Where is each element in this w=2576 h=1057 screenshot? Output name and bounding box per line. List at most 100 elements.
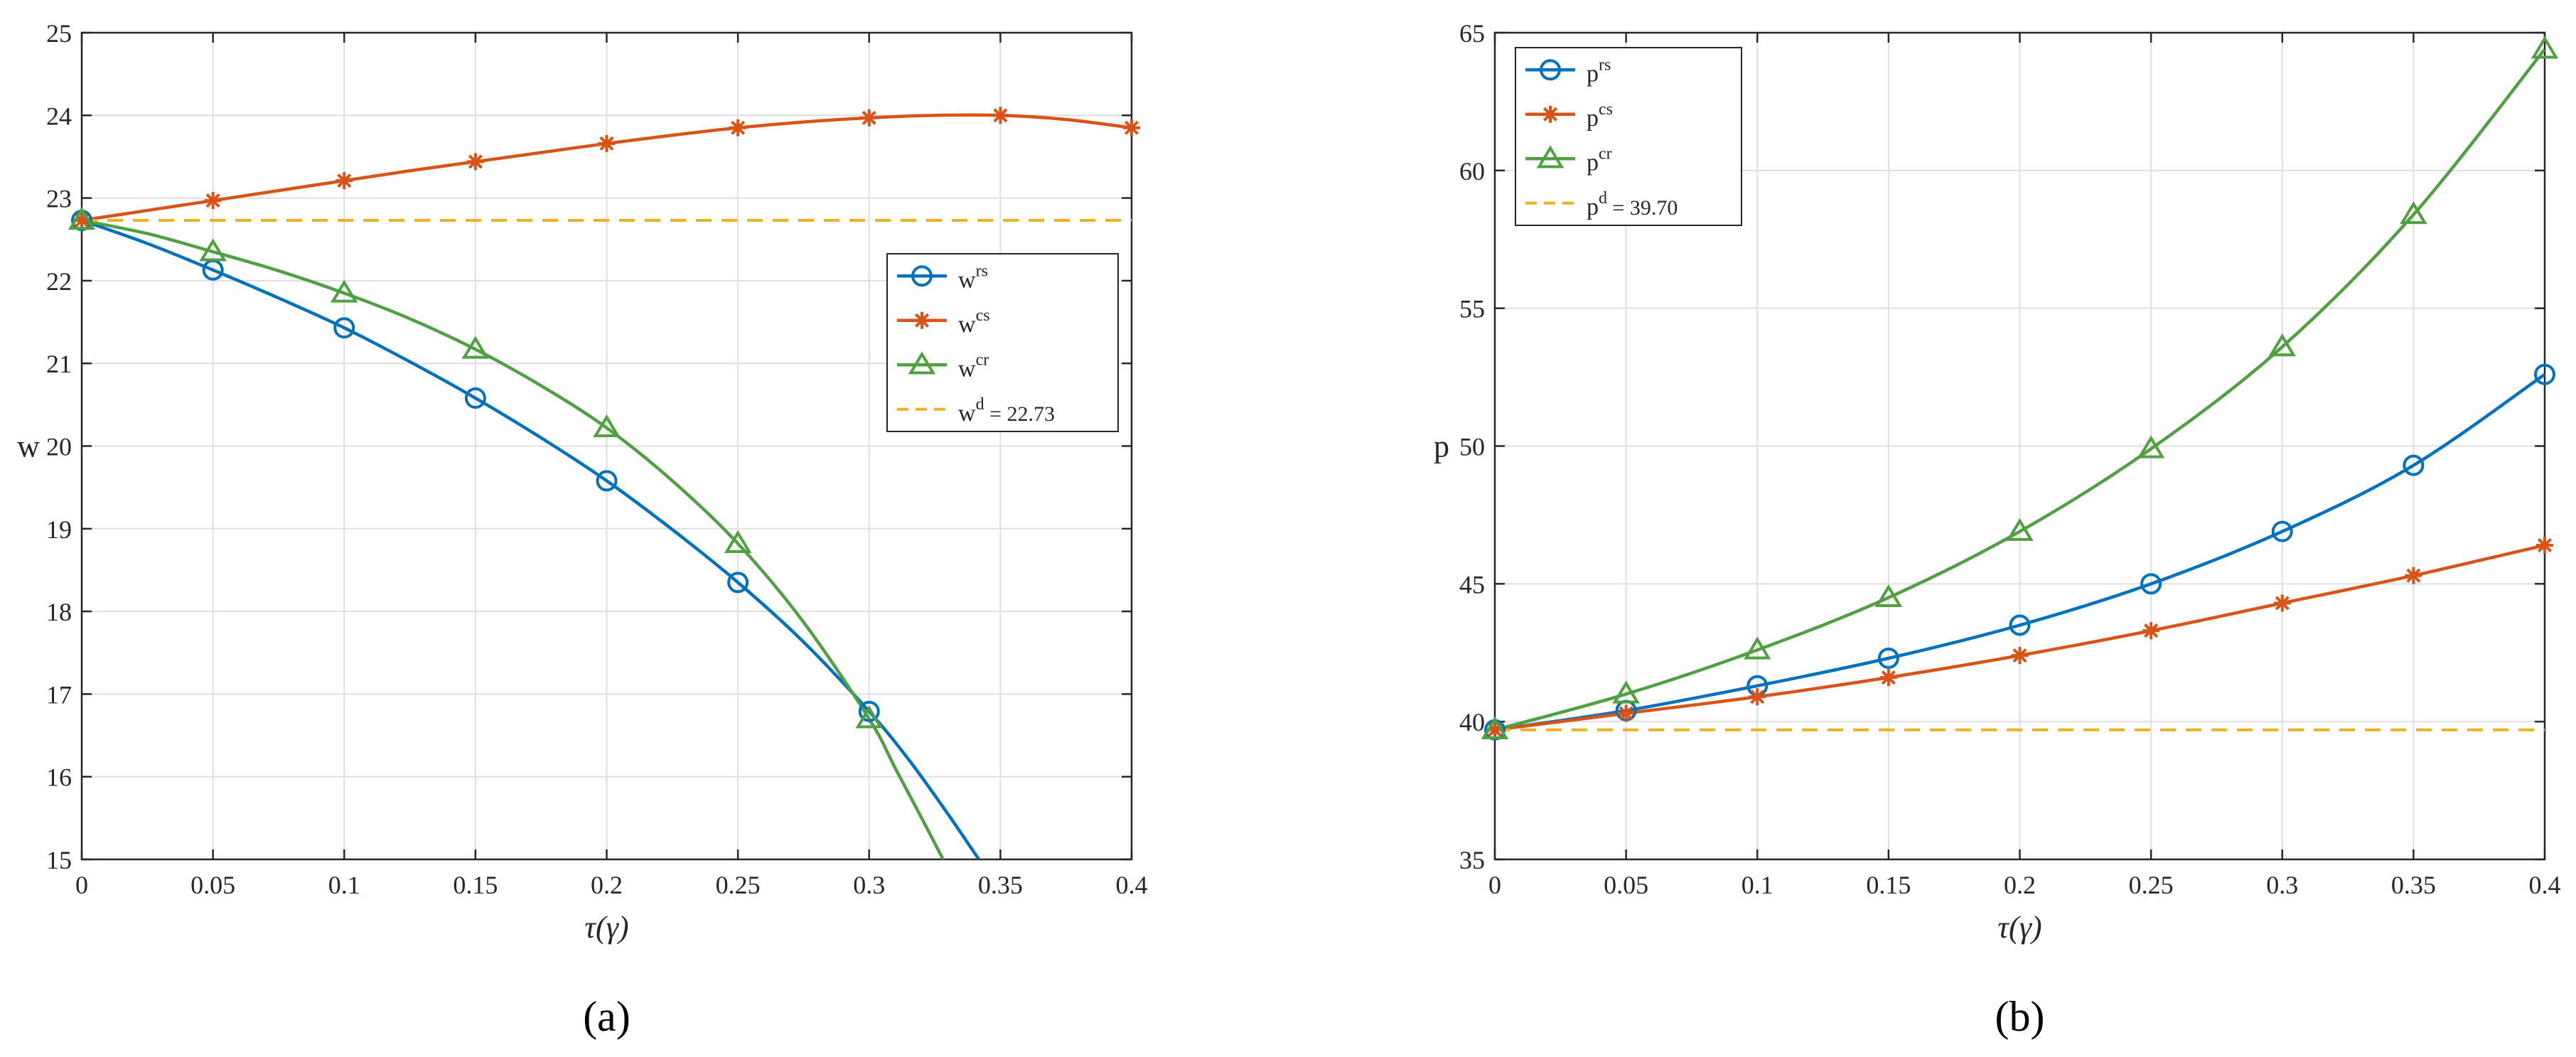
series-p-rs-marker (2009, 614, 2031, 636)
series-p-cr-marker (2531, 36, 2559, 59)
y-tick-label: 17 (46, 680, 72, 709)
y-tick-label: 40 (1459, 708, 1485, 736)
marker-layer (1481, 36, 2559, 741)
x-tick-label: 0.3 (2266, 871, 2298, 899)
y-tick-label: 23 (46, 185, 72, 213)
series-p-cr-marker (2400, 200, 2427, 225)
marker-layer (68, 107, 1140, 729)
legend-label-base: p (1587, 105, 1599, 132)
legend-label: pd = 39.70 (1587, 189, 1678, 220)
series-w-cr-marker (68, 207, 96, 230)
series-w-rs-marker (596, 470, 618, 492)
legend-entry-p-rs: prs (1525, 55, 1611, 87)
x-tick-label: 0.35 (2391, 871, 2436, 899)
y-tick-label: 19 (46, 515, 72, 544)
legend-label-superscript: cr (1599, 144, 1612, 163)
series-p-rs-marker (1877, 648, 1899, 670)
x-tick-label: 0 (75, 871, 88, 899)
series-p-cs-marker (2011, 647, 2029, 665)
series-p-cr-marker (1481, 716, 1509, 740)
x-tick-label: 0.1 (1742, 871, 1773, 899)
x-tick-label: 0.1 (328, 871, 360, 899)
x-tick-label: 0.2 (2004, 871, 2036, 899)
series-p-cr-marker (1612, 680, 1640, 704)
legend-entry-p-d: pd = 39.70 (1525, 189, 1678, 220)
x-tick-label: 0.05 (1604, 871, 1648, 899)
y-tick-label: 65 (1459, 19, 1485, 48)
legend-label-superscript: rs (1599, 55, 1611, 74)
legend-label-base: w (958, 311, 976, 338)
panel-label: (b) (1995, 993, 2045, 1040)
series-p-cs-marker (1749, 688, 1766, 706)
series-w-rs-marker (727, 572, 749, 594)
series-w-cs-marker (598, 134, 616, 152)
series-w-cr-marker (855, 705, 884, 729)
legend-label-superscript: d (976, 395, 984, 414)
x-tick-label: 0.25 (2129, 871, 2174, 899)
y-tick-label: 35 (1459, 846, 1485, 874)
legend-entry-w-cs: wcs (897, 306, 990, 338)
series-w-cr-marker (593, 414, 621, 438)
series-w-cs-marker (336, 172, 353, 190)
x-axis-label: τ(γ) (584, 910, 628, 945)
legend-label: wcr (958, 350, 989, 382)
series-p-cr-marker (2006, 517, 2034, 541)
y-tick-label: 21 (46, 350, 72, 378)
series-w-cr-marker (461, 336, 490, 359)
x-tick-label: 0.05 (190, 871, 235, 899)
series-p-cr-marker (2137, 435, 2165, 458)
series-p-rs-marker (2534, 363, 2555, 385)
ticks: 0 0.05 0.1 0.15 0.2 0.25 0.3 0.35 0.4 15 16 17 18 19 2… (46, 19, 1148, 899)
legend-marker (1540, 59, 1561, 81)
legend-marker (1542, 105, 1559, 123)
series-w-rs-marker (333, 317, 355, 339)
legend-entry-w-cr: wcr (897, 350, 989, 382)
legend-label-base: w (958, 355, 976, 382)
series-p-cs-marker (2273, 594, 2291, 612)
legend-marker (1536, 145, 1565, 168)
y-tick-label: 20 (46, 433, 72, 461)
series-p-cr-marker (2268, 333, 2297, 357)
y-tick-label: 55 (1459, 295, 1485, 323)
series-w-cs-marker (992, 107, 1009, 124)
chart-panel-a: 0 0.05 0.1 0.15 0.2 0.25 0.3 0.35 0.4 15 16 17 18 19 2… (17, 19, 1147, 1040)
x-tick-label: 0 (1488, 871, 1501, 899)
series-p-cs-marker (1879, 669, 1897, 687)
legend-label: prs (1587, 55, 1611, 87)
series-p-cs-marker (2536, 537, 2553, 554)
y-tick-label: 16 (46, 763, 72, 792)
legend-label: pcs (1587, 100, 1613, 132)
x-tick-label: 0.15 (1866, 871, 1911, 899)
legend-entry-w-rs: wrs (897, 262, 988, 293)
legend-label-suffix: = 22.73 (984, 402, 1055, 426)
y-tick-label: 45 (1459, 570, 1485, 599)
x-tick-label: 0.4 (1116, 871, 1148, 899)
ticks: 0 0.05 0.1 0.15 0.2 0.25 0.3 0.35 0.4 35 40 45 50 55 6… (1459, 19, 2561, 899)
series-p-rs-marker (2140, 573, 2162, 595)
panel-label: (a) (583, 993, 630, 1040)
legend-label-base: p (1587, 60, 1599, 87)
legend-marker (913, 311, 930, 329)
series-w-cs-marker (860, 109, 878, 127)
x-axis-label: τ(γ) (1997, 910, 2041, 945)
legend-label: pcr (1587, 144, 1612, 176)
legend-label-superscript: rs (976, 262, 988, 280)
y-tick-label: 24 (46, 102, 72, 130)
series-w-rs-marker (464, 387, 486, 409)
series-w-cs-marker (466, 153, 484, 171)
legend-label-base: w (958, 400, 976, 426)
legend-label: wcs (958, 306, 990, 338)
legend-marker (908, 351, 936, 375)
series-p-cs-marker (1617, 704, 1635, 722)
series-w-cr-marker (199, 238, 227, 262)
y-tick-label: 60 (1459, 157, 1485, 186)
series-p-cr-line (1495, 48, 2545, 731)
series-w-cs-marker (204, 192, 222, 210)
legend-label-superscript: cr (976, 350, 989, 369)
legend-label-base: w (958, 267, 976, 293)
y-tick-label: 50 (1459, 433, 1485, 461)
series-p-rs-line (1495, 372, 2545, 732)
legend-label-superscript: cs (976, 306, 990, 325)
